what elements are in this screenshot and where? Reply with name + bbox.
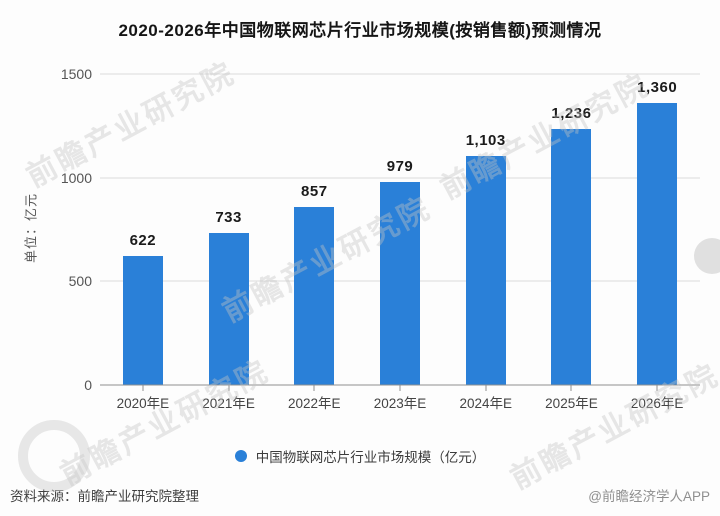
gridline (100, 73, 700, 75)
bar-2025年E (551, 128, 592, 385)
x-axis-labels: 2020年E 2021年E 2022年E 2023年E 2024年E 2025年E 2026… (100, 392, 700, 412)
legend-marker-icon (234, 450, 247, 462)
bar-2026年E (637, 103, 678, 385)
plot-area: 622 733 857 979 1,103 1,236 1,360 (100, 73, 700, 391)
chart-title: 2020-2026年中国物联网芯片行业市场规模(按销售额)预测情况 (118, 21, 602, 40)
x-tick-mark (570, 385, 572, 391)
bar-column: 733 (186, 74, 272, 385)
bar-value-label: 1,236 (551, 104, 592, 122)
x-tick-mark (313, 385, 315, 391)
bar-column: 979 (357, 74, 443, 385)
legend: 中国物联网芯片行业市场规模（亿元） (0, 446, 720, 466)
bar-value-label: 622 (129, 232, 157, 250)
bar-column: 1,360 (614, 74, 700, 385)
bar-column: 622 (100, 74, 186, 385)
y-tick-label: 500 (68, 273, 92, 290)
x-tick-label: 2026年E (630, 396, 684, 411)
bar-2020年E (122, 256, 163, 385)
x-tick-mark (485, 385, 487, 391)
legend-label: 中国物联网芯片行业市场规模（亿元） (255, 450, 486, 465)
x-tick-label: 2024年E (459, 396, 512, 411)
y-tick-label: 1000 (60, 169, 92, 186)
bar-value-label: 1,103 (465, 132, 506, 150)
x-axis-line (100, 384, 700, 386)
x-tick-label: 2022年E (288, 396, 341, 411)
bar-2023年E (380, 182, 421, 385)
x-tick-mark (399, 385, 401, 391)
bar-column: 1,236 (529, 74, 615, 385)
bar-column: 1,103 (443, 74, 529, 385)
bar-value-label: 979 (386, 158, 414, 176)
y-tick-label: 1500 (60, 66, 92, 82)
credit-text: @前瞻经济学人APP (588, 489, 710, 504)
x-tick-label: 2025年E (545, 396, 598, 411)
x-tick-mark (656, 385, 658, 391)
x-tick-mark (142, 385, 144, 391)
bars: 622 733 857 979 1,103 1,236 1,360 (100, 74, 700, 385)
gridline (100, 177, 700, 179)
bar-column: 857 (271, 74, 357, 385)
bar-value-label: 1,360 (637, 79, 678, 97)
bar-2024年E (465, 156, 506, 385)
bar-value-label: 857 (301, 183, 328, 201)
bar-2021年E (208, 233, 249, 385)
x-tick-label: 2023年E (373, 396, 427, 411)
x-axis-tick-marks (100, 385, 700, 391)
y-tick-label: 0 (84, 377, 92, 393)
bar-2022年E (294, 207, 335, 385)
data-source-text: 资料来源：前瞻产业研究院整理 (10, 489, 199, 504)
x-tick-label: 2020年E (116, 396, 170, 411)
x-tick-mark (228, 385, 230, 391)
x-tick-label: 2021年E (202, 396, 255, 411)
y-axis-ticks: 0 500 1000 1500 (0, 66, 92, 393)
bar-value-label: 733 (215, 209, 242, 227)
